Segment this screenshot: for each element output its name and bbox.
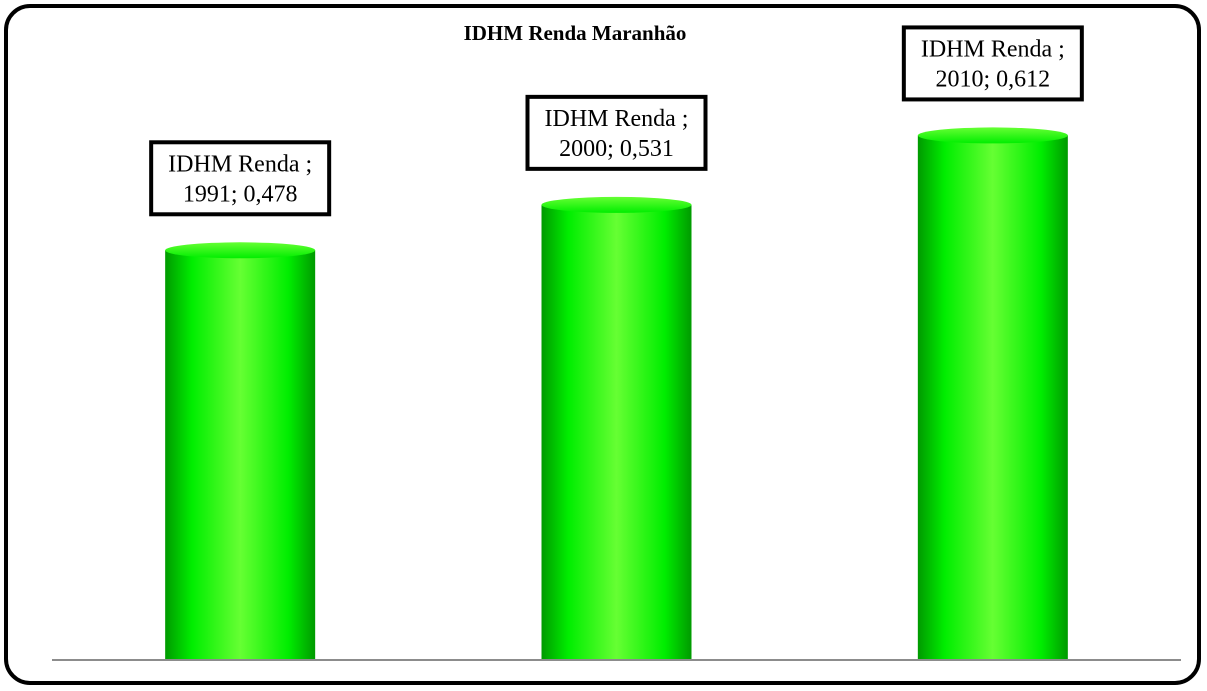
data-label-2010: IDHM Renda ; 2010; 0,612 (901, 25, 1084, 102)
data-label-line: IDHM Renda ; (168, 151, 312, 177)
data-label-1991: IDHM Renda ; 1991; 0,478 (149, 140, 332, 217)
data-label-line: 2000; 0,531 (559, 136, 674, 162)
data-label-line: 1991; 0,478 (183, 181, 298, 207)
chart-title: IDHM Renda Maranhão (464, 21, 687, 45)
chart-frame: IDHM Renda Maranhão IDHM Renda ; 1991; 0,… (4, 4, 1201, 685)
bar-body (917, 135, 1068, 660)
data-label-box (901, 25, 1084, 102)
bar-body (541, 204, 692, 660)
data-label-line: IDHM Renda ; (545, 106, 689, 132)
data-label-line: IDHM Renda ; (921, 36, 1065, 62)
bar-cap (917, 127, 1068, 144)
bar-cap (541, 196, 692, 213)
data-label-box (525, 94, 708, 171)
data-label-line: 2010; 0,612 (935, 66, 1050, 92)
bar-chart: IDHM Renda Maranhão IDHM Renda ; 1991; 0,… (52, 21, 1181, 661)
data-label-box (149, 140, 332, 217)
bar-1991 (165, 242, 316, 661)
bar-cap (165, 242, 316, 259)
bar-2010 (917, 127, 1068, 660)
bar-2000 (541, 196, 692, 660)
bar-body (165, 250, 316, 661)
data-label-2000: IDHM Renda ; 2000; 0,531 (525, 94, 708, 171)
